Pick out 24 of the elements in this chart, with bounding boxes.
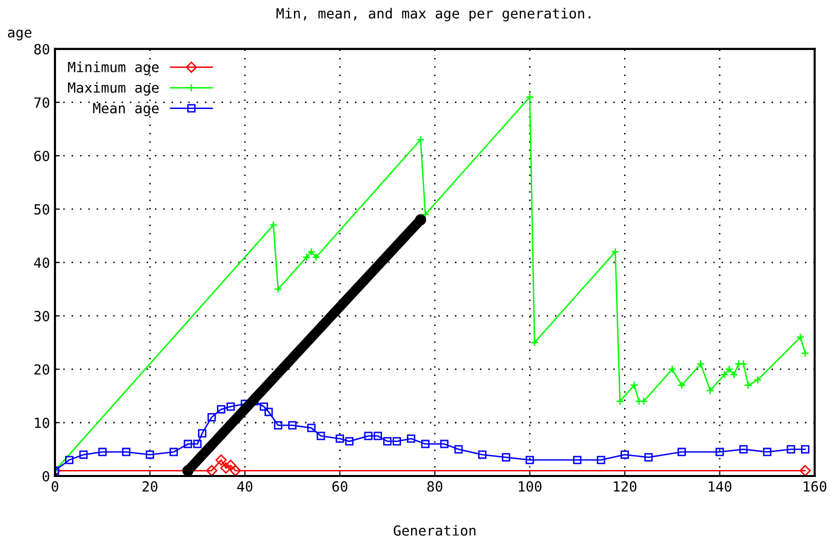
y-tick-label: 10 [35,418,50,428]
y-tick-label: 80 [34,44,50,54]
x-tick-label: 160 [804,481,826,492]
chart-title: Min, mean, and max age per generation. [276,8,590,22]
x-tick-label: 140 [708,481,732,492]
legend-label: Maximum age [68,82,159,96]
x-tick-label: 100 [518,481,542,492]
x-tick-label: 120 [614,481,636,492]
y-tick-label: 20 [34,364,50,375]
x-tick-label: 20 [142,481,158,492]
y-tick-label: 60 [34,150,50,162]
x-tick-label: 0 [52,481,58,492]
y-tick-label: 0 [42,471,50,482]
y-tick-label: 70 [34,97,50,108]
x-tick-label: 80 [427,481,442,492]
y-tick-label: 50 [34,204,50,215]
x-tick-label: 40 [237,481,252,492]
legend-label: Mean age [93,103,159,116]
y-tick-label: 30 [34,310,50,322]
legend-label: Minimum age [68,62,159,76]
x-tick-label: 60 [332,481,348,492]
x-axis-title: Generation [394,525,476,536]
y-axis-title: age [8,30,32,40]
y-tick-label: 40 [34,257,50,268]
